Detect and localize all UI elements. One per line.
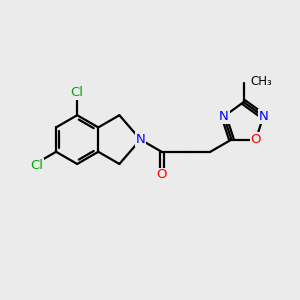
Text: Cl: Cl: [71, 86, 84, 99]
Text: O: O: [156, 169, 167, 182]
Text: Cl: Cl: [31, 159, 44, 172]
Text: N: N: [136, 133, 146, 146]
Text: N: N: [259, 110, 268, 123]
Text: O: O: [250, 133, 261, 146]
Text: CH₃: CH₃: [250, 75, 272, 88]
Text: N: N: [219, 110, 229, 123]
